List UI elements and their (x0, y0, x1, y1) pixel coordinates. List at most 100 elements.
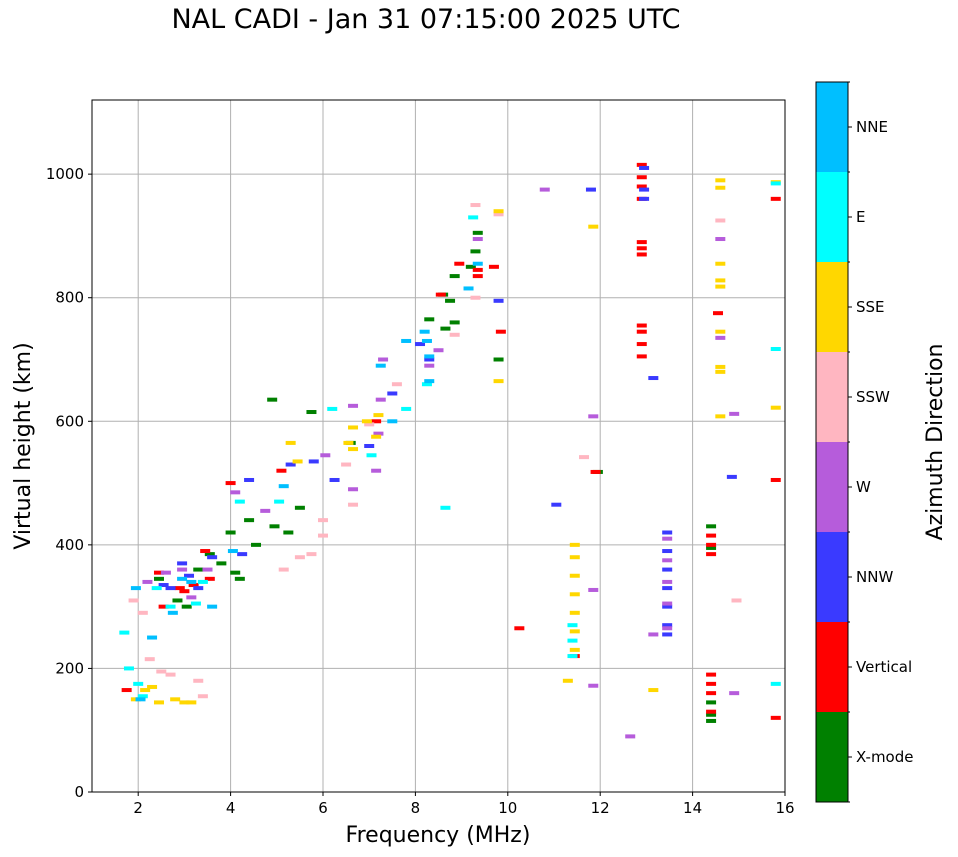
data-point-x-mode (172, 598, 183, 603)
y-tick-label: 600 (55, 412, 84, 430)
data-point-sse (715, 364, 726, 369)
data-point-w (378, 357, 389, 362)
data-point-ssw (318, 533, 328, 538)
data-point-vertical (454, 261, 465, 266)
data-point-vertical (636, 329, 647, 334)
data-point-nnw (726, 474, 737, 479)
colorbar-label: Azimuth Direction (923, 343, 948, 540)
data-points (119, 162, 781, 739)
data-point-x-mode (465, 264, 476, 269)
data-point-vertical (200, 549, 211, 554)
data-point-nne (278, 484, 289, 489)
chart-title: NAL CADI - Jan 31 07:15:00 2025 UTC (171, 4, 681, 35)
data-point-sse (715, 178, 726, 183)
data-point-e (133, 681, 144, 686)
data-point-nne (167, 610, 178, 615)
data-point-vertical (706, 681, 717, 686)
data-point-e (197, 579, 208, 584)
colorbar-segment (816, 172, 848, 262)
data-point-nne (186, 579, 197, 584)
y-axis-ticks: 0 200 400 600 800 1000 (46, 165, 92, 801)
data-point-x-mode (267, 397, 278, 402)
data-point-ssw (493, 212, 504, 217)
colorbar-tick-label: X-mode (856, 748, 913, 766)
data-point-vertical (495, 329, 506, 334)
data-point-nnw (387, 391, 398, 396)
data-point-vertical (636, 175, 647, 180)
data-point-nnw (415, 342, 426, 347)
x-tick-label: 4 (226, 799, 236, 817)
data-point-nne (463, 286, 474, 291)
data-point-sse (569, 592, 580, 597)
data-point-nnw (285, 462, 296, 467)
data-point-ssw (137, 610, 148, 615)
data-point-x-mode (193, 567, 204, 572)
data-point-sse (140, 688, 151, 693)
data-point-w (715, 335, 726, 340)
data-point-nnw (662, 604, 673, 609)
data-point-w (662, 536, 673, 541)
data-point-x-mode (306, 410, 317, 415)
x-tick-label: 8 (411, 799, 421, 817)
x-axis-ticks: 2 4 6 8 10 12 14 16 (133, 792, 795, 817)
data-point-nnw (237, 552, 248, 557)
data-point-vertical (174, 586, 185, 591)
colorbar-tick-label: SSW (856, 388, 890, 406)
colorbar: X-mode Vertical NNW W SSW SSE E NNE (815, 81, 913, 803)
data-point-w (729, 691, 740, 696)
data-point-vertical (706, 672, 717, 677)
data-point-nnw (193, 586, 204, 591)
data-point-ssw (579, 455, 590, 460)
data-point-nne (424, 354, 435, 359)
colorbar-segment (816, 442, 848, 532)
data-point-sse (715, 329, 726, 334)
data-point-vertical (636, 240, 647, 245)
data-point-sse (715, 261, 726, 266)
data-point-x-mode (230, 570, 241, 575)
data-point-vertical (488, 264, 499, 269)
data-point-sse (285, 440, 296, 445)
data-point-nnw (662, 549, 673, 554)
data-point-sse (147, 684, 158, 689)
data-point-sse (770, 405, 781, 410)
data-point-vertical (636, 252, 647, 257)
data-point-w (424, 363, 435, 368)
colorbar-tick-label: SSE (856, 298, 885, 316)
data-point-nnw (329, 477, 340, 482)
y-tick-label: 400 (55, 536, 84, 554)
data-point-e (770, 181, 781, 186)
data-point-nnw (551, 502, 562, 507)
data-point-vertical (706, 709, 717, 714)
data-point-w (472, 237, 483, 242)
y-axis-label: Virtual height (km) (11, 342, 36, 549)
data-point-x-mode (706, 700, 717, 705)
data-point-nnw (648, 376, 659, 381)
data-point-nne (387, 419, 398, 424)
data-point-w (729, 411, 740, 416)
data-point-sse (715, 185, 726, 190)
data-point-w (186, 595, 197, 600)
data-point-x-mode (225, 530, 236, 535)
data-point-e (274, 499, 285, 504)
data-point-ssw (449, 332, 460, 337)
data-point-ssw (391, 382, 402, 387)
data-point-e (327, 406, 338, 411)
data-point-x-mode (251, 542, 262, 547)
data-point-w (625, 734, 636, 739)
data-point-nnw (177, 561, 188, 566)
data-point-nnw (662, 623, 673, 628)
colorbar-segment (816, 262, 848, 352)
data-point-vertical (435, 292, 446, 297)
x-tick-label: 12 (591, 799, 610, 817)
data-point-e (119, 630, 130, 635)
data-point-w (433, 348, 444, 353)
data-point-sse (588, 224, 599, 229)
y-tick-label: 0 (74, 783, 84, 801)
data-point-nne (421, 338, 432, 343)
data-point-x-mode (181, 604, 192, 609)
grid-lines (92, 100, 786, 793)
x-tick-label: 6 (318, 799, 328, 817)
data-point-w (662, 579, 673, 584)
data-point-x-mode (234, 576, 245, 581)
